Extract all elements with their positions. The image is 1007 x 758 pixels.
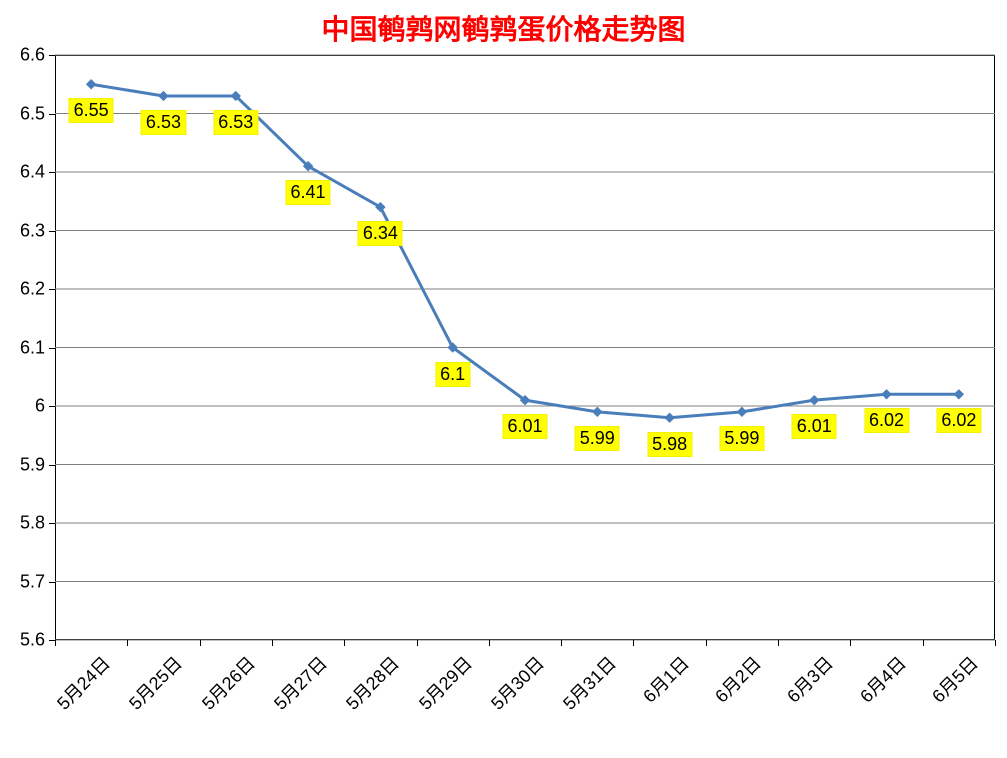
y-tick-label: 5.8 [20, 513, 45, 534]
y-tick-mark [49, 114, 55, 115]
data-label: 6.53 [141, 110, 186, 135]
y-tick-label: 6.6 [20, 45, 45, 66]
data-marker [87, 80, 96, 89]
y-tick-label: 6.3 [20, 220, 45, 241]
x-tick-mark [55, 640, 56, 646]
data-marker [665, 413, 674, 422]
data-marker [159, 91, 168, 100]
y-tick-label: 6.5 [20, 103, 45, 124]
data-label: 6.41 [286, 180, 331, 205]
data-label: 6.01 [792, 414, 837, 439]
x-tick-mark [561, 640, 562, 646]
x-tick-mark [633, 640, 634, 646]
data-label: 6.02 [936, 408, 981, 433]
data-marker [882, 390, 891, 399]
y-tick-mark [49, 582, 55, 583]
x-tick-mark [200, 640, 201, 646]
y-tick-label: 6.1 [20, 337, 45, 358]
y-tick-mark [49, 406, 55, 407]
data-label: 6.1 [435, 362, 470, 387]
x-tick-mark [850, 640, 851, 646]
price-trend-chart: 中国鹌鹑网鹌鹑蛋价格走势图 5.65.75.85.966.16.26.36.46… [0, 0, 1007, 758]
y-tick-mark [49, 172, 55, 173]
y-tick-label: 5.6 [20, 630, 45, 651]
y-tick-label: 6.2 [20, 279, 45, 300]
x-tick-mark [778, 640, 779, 646]
x-tick-mark [706, 640, 707, 646]
y-tick-mark [49, 348, 55, 349]
y-tick-label: 5.7 [20, 571, 45, 592]
y-tick-mark [49, 289, 55, 290]
data-label: 5.99 [719, 426, 764, 451]
y-tick-mark [49, 465, 55, 466]
data-marker [810, 396, 819, 405]
data-marker [593, 407, 602, 416]
data-label: 5.99 [575, 426, 620, 451]
y-tick-mark [49, 231, 55, 232]
y-tick-label: 5.9 [20, 454, 45, 475]
x-tick-mark [417, 640, 418, 646]
x-tick-mark [127, 640, 128, 646]
x-tick-mark [995, 640, 996, 646]
y-tick-mark [49, 55, 55, 56]
data-label: 5.98 [647, 432, 692, 457]
x-tick-mark [489, 640, 490, 646]
y-tick-label: 6 [35, 396, 45, 417]
x-tick-mark [923, 640, 924, 646]
data-label: 6.34 [358, 221, 403, 246]
data-label: 6.53 [213, 110, 258, 135]
data-marker [737, 407, 746, 416]
y-tick-mark [49, 523, 55, 524]
x-tick-mark [344, 640, 345, 646]
data-label: 6.55 [69, 98, 114, 123]
x-tick-mark [272, 640, 273, 646]
data-label: 6.02 [864, 408, 909, 433]
data-marker [954, 390, 963, 399]
data-label: 6.01 [502, 414, 547, 439]
y-tick-label: 6.4 [20, 162, 45, 183]
